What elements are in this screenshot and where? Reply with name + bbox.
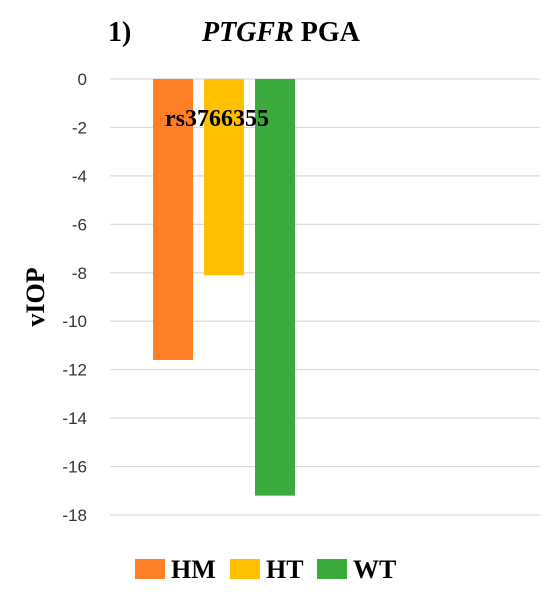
legend-label: HT bbox=[266, 555, 304, 584]
legend-swatch bbox=[230, 559, 260, 579]
y-axis-label: vIOP bbox=[21, 267, 50, 326]
y-tick-label: 0 bbox=[78, 70, 87, 89]
chart-title-rest: PGA bbox=[294, 17, 361, 48]
legend-label: WT bbox=[353, 555, 396, 584]
y-tick-label: -8 bbox=[72, 264, 87, 283]
y-tick-label: -6 bbox=[72, 215, 87, 234]
legend-item-wt: WT bbox=[317, 555, 396, 584]
bar-wt bbox=[255, 79, 295, 496]
y-axis-ticks: 0 -2 -4 -6 -8 -10 -12 -14 -16 -18 bbox=[62, 70, 87, 525]
snp-annotation: rs3766355 bbox=[165, 106, 269, 132]
y-tick-label: -2 bbox=[72, 118, 87, 137]
y-tick-label: -18 bbox=[62, 506, 87, 525]
legend-label: HM bbox=[171, 555, 216, 584]
chart-title: PTGFR PGA bbox=[201, 17, 361, 48]
chart-title-number: 1) bbox=[108, 17, 131, 48]
bar-hm bbox=[153, 79, 193, 360]
legend-item-ht: HT bbox=[230, 555, 304, 584]
bars bbox=[153, 79, 295, 496]
legend: HM HT WT bbox=[135, 555, 396, 584]
legend-swatch bbox=[135, 559, 165, 579]
y-tick-label: -14 bbox=[62, 409, 87, 428]
y-tick-label: -16 bbox=[62, 458, 87, 477]
y-tick-label: -4 bbox=[72, 167, 87, 186]
chart-title-gene: PTGFR bbox=[201, 17, 294, 48]
legend-swatch bbox=[317, 559, 347, 579]
y-tick-label: -10 bbox=[62, 312, 87, 331]
bar-ht bbox=[204, 79, 244, 276]
y-tick-label: -12 bbox=[62, 361, 87, 380]
legend-item-hm: HM bbox=[135, 555, 216, 584]
